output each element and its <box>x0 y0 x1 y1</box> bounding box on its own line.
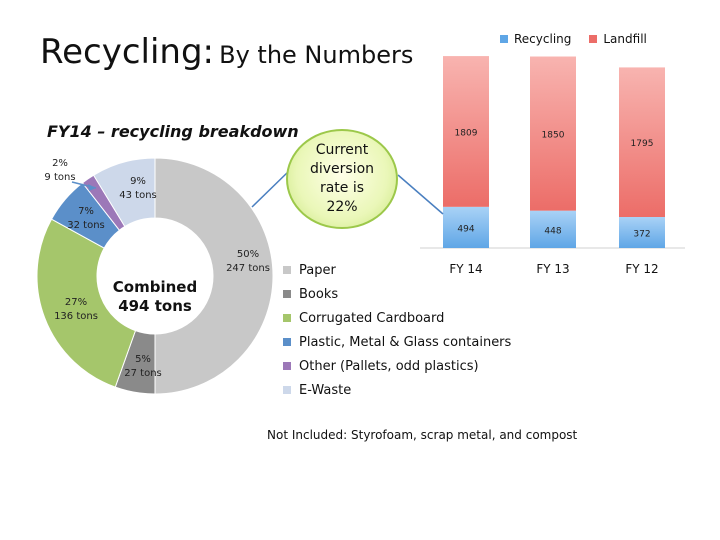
diversion-callout: Current diversion rate is 22% <box>286 129 398 229</box>
slice-tons-label: 27 tons <box>124 368 162 379</box>
legend-label: Corrugated Cardboard <box>299 310 445 326</box>
legend-item: Other (Pallets, odd plastics) <box>283 354 511 378</box>
page-title: Recycling: By the Numbers <box>40 32 413 72</box>
bar-value-label: 448 <box>544 226 561 236</box>
legend-item: Plastic, Metal & Glass containers <box>283 330 511 354</box>
legend-swatch <box>283 362 291 370</box>
donut-slice-6 <box>92 157 156 228</box>
legend-item: Books <box>283 282 511 306</box>
bar-legend-item: Recycling <box>500 32 571 46</box>
footnote: Not Included: Styrofoam, scrap metal, an… <box>267 428 578 442</box>
slice-percent-label: 50% <box>237 249 259 260</box>
slice-tons-label: 247 tons <box>226 263 270 274</box>
callout-line: diversion <box>309 161 375 177</box>
bar-legend: Recycling Landfill <box>500 32 647 46</box>
legend-swatch <box>283 338 291 346</box>
bar-category-label: FY 12 <box>625 262 658 276</box>
bar-legend-item: Landfill <box>589 32 647 46</box>
legend-swatch <box>283 266 291 274</box>
legend-label: Plastic, Metal & Glass containers <box>299 334 512 350</box>
bar-legend-label: Landfill <box>603 32 647 46</box>
slice-tons-label: 43 tons <box>119 190 157 201</box>
bar-value-label: 494 <box>457 224 474 234</box>
bar-value-label: 1809 <box>455 128 478 138</box>
slice-percent-label: 9% <box>130 176 146 187</box>
legend-label: Paper <box>299 262 336 278</box>
legend-label: Books <box>299 286 339 302</box>
legend-label: Other (Pallets, odd plastics) <box>299 358 479 374</box>
bar-recycling <box>530 210 576 248</box>
bar-recycling <box>443 206 489 248</box>
callout-line: rate is <box>319 180 365 196</box>
bar-landfill <box>443 56 489 207</box>
callout-connector-left <box>251 169 291 208</box>
donut-center-label: Combined <box>113 278 197 296</box>
bar-landfill <box>619 67 665 218</box>
donut-legend: Paper Books Corrugated Cardboard Plastic, M… <box>283 258 511 402</box>
legend-item: Corrugated Cardboard <box>283 306 511 330</box>
bar-value-label: 1795 <box>631 139 654 149</box>
slice-tons-label: 9 tons <box>44 172 75 183</box>
page-title-sub: By the Numbers <box>219 41 414 69</box>
bar-legend-label: Recycling <box>514 32 572 46</box>
other-slice-arrowhead <box>88 184 96 191</box>
slice-percent-label: 2% <box>52 158 68 169</box>
bar-value-label: 372 <box>633 230 650 240</box>
bar-value-label: 1850 <box>542 131 565 141</box>
bar-recycling <box>619 217 665 248</box>
slice-percent-label: 5% <box>135 354 151 365</box>
legend-item: Paper <box>283 258 511 282</box>
stacked-bar-chart: 494 1809 FY 14 448 1850 FY 13 372 1795 FY 12 <box>420 56 685 276</box>
legend-swatch <box>283 290 291 298</box>
donut-chart: 50% 247 tons 5% 27 tons 27% 136 tons 7% 32 tons… <box>36 157 274 395</box>
bar-legend-swatch <box>500 35 508 43</box>
slice-percent-label: 27% <box>65 297 87 308</box>
callout-connectors <box>251 169 444 215</box>
page-title-main: Recycling: <box>40 32 215 72</box>
donut-center-label: 494 tons <box>118 297 192 315</box>
legend-swatch <box>283 314 291 322</box>
slice-tons-label: 32 tons <box>67 220 105 231</box>
callout-line: Current <box>315 142 369 158</box>
slice-percent-label: 7% <box>78 206 94 217</box>
legend-swatch <box>283 386 291 394</box>
legend-item: E-Waste <box>283 378 511 402</box>
callout-line: 22% <box>326 199 358 215</box>
slice-tons-label: 136 tons <box>54 311 98 322</box>
donut-title: FY14 – recycling breakdown <box>47 122 299 141</box>
bar-category-label: FY 14 <box>449 262 482 276</box>
bar-legend-swatch <box>589 35 598 43</box>
bar-landfill <box>530 56 576 211</box>
callout-connector-right <box>397 174 444 215</box>
donut-slice-3 <box>36 218 137 388</box>
legend-label: E-Waste <box>299 382 352 398</box>
donut-slice-1 <box>154 157 274 395</box>
bar-category-label: FY 13 <box>536 262 569 276</box>
